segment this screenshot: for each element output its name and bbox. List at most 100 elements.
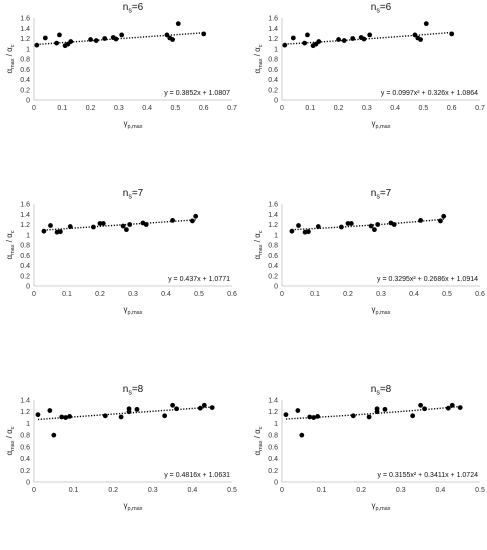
data-point <box>119 32 125 38</box>
data-point <box>164 32 170 38</box>
data-point <box>350 36 356 41</box>
data-point <box>282 42 288 48</box>
data-point <box>175 21 181 27</box>
x-tick-label: 0.1 <box>57 105 67 112</box>
data-point <box>174 406 179 412</box>
y-tick-label: 0.6 <box>268 444 278 451</box>
data-point <box>366 414 372 420</box>
data-point <box>412 32 418 38</box>
data-point <box>47 408 53 413</box>
y-tick-label: 1.2 <box>268 36 278 43</box>
x-tick-label: 0.3 <box>114 105 124 112</box>
y-tick-label: 1 <box>26 421 30 428</box>
data-point <box>59 414 65 420</box>
data-point <box>418 37 423 42</box>
y-tick-label: 0.8 <box>268 243 278 250</box>
y-tick-label: 0.6 <box>20 253 30 260</box>
x-tick-label: 0 <box>280 105 284 112</box>
x-tick-label: 0 <box>280 487 284 494</box>
y-tick-label: 1.4 <box>268 398 278 405</box>
x-tick-label: 0.5 <box>419 105 429 112</box>
data-point <box>410 413 416 419</box>
data-point <box>374 406 380 412</box>
data-point <box>100 221 106 226</box>
y-tick-label: 0.8 <box>268 57 278 64</box>
data-point <box>51 432 57 438</box>
y-tick-label: 0.2 <box>20 468 30 475</box>
y-tick-label: 1.6 <box>268 16 278 23</box>
data-point <box>124 227 129 233</box>
data-point <box>41 228 47 234</box>
y-axis-label: αmax / αc <box>253 230 264 259</box>
data-point <box>367 32 373 38</box>
data-point <box>162 413 168 419</box>
data-point <box>311 415 317 420</box>
data-point <box>305 32 310 38</box>
data-point <box>375 222 381 227</box>
data-point <box>34 42 40 48</box>
x-tick-label: 0.4 <box>161 291 171 298</box>
x-tick-label: 0 <box>32 291 36 298</box>
data-point <box>102 36 108 41</box>
x-tick-label: 0.4 <box>188 487 198 494</box>
data-point <box>315 414 321 419</box>
x-tick-label: 0.5 <box>442 291 452 298</box>
y-tick-label: 0.4 <box>20 456 30 463</box>
y-tick-label: 0.2 <box>268 468 278 475</box>
x-tick-label: 0.7 <box>475 105 485 112</box>
data-point <box>422 406 427 412</box>
y-tick-label: 1.2 <box>20 36 30 43</box>
chart-panel-6: ns=8 0 0.1 0.2 0.3 0.4 0.5 0 0.2 0.4 0.6 0.8 1 1.2 1.4… <box>253 384 485 512</box>
x-tick-label: 0.6 <box>447 105 457 112</box>
data-point <box>88 37 93 42</box>
y-tick-label: 0.8 <box>268 433 278 440</box>
data-point <box>197 405 203 411</box>
data-point <box>299 432 305 438</box>
panel-title: ns=8 <box>123 384 144 397</box>
x-tick-label: 0.4 <box>142 105 152 112</box>
data-point <box>423 21 429 27</box>
x-tick-label: 0.2 <box>356 487 366 494</box>
y-tick-label: 0.4 <box>268 77 278 84</box>
data-point <box>48 223 53 228</box>
x-tick-label: 0 <box>32 487 36 494</box>
data-point <box>438 218 443 224</box>
y-tick-label: 0.4 <box>20 263 30 270</box>
x-tick-label: 0.1 <box>69 487 79 494</box>
y-tick-label: 0.6 <box>268 253 278 260</box>
y-axis-label: αmax / αc <box>5 426 16 455</box>
trendline-equation: y = 0.3852x + 1.0807 <box>164 90 230 97</box>
x-tick-label: 0.2 <box>95 291 105 298</box>
x-tick-label: 0.5 <box>194 291 204 298</box>
x-axis-label: γp,max <box>372 305 391 316</box>
y-tick-label: 1.4 <box>268 26 278 33</box>
y-tick-label: 0 <box>274 480 278 487</box>
y-tick-label: 0.8 <box>20 433 30 440</box>
y-axis-label: αmax / αc <box>5 230 16 259</box>
data-point <box>63 415 69 420</box>
chart-panel-1: ns=6 0 0.1 0.2 0.3 0.4 0.5 0.6 0.7 0 0.2 0.4 0.6 0.8 1… <box>5 2 237 130</box>
data-point <box>143 222 149 227</box>
x-tick-label: 0.4 <box>390 105 400 112</box>
data-point <box>283 412 289 418</box>
x-tick-label: 0.6 <box>475 291 485 298</box>
data-point <box>170 218 176 223</box>
data-point <box>306 229 311 235</box>
x-axis-label: γp,max <box>124 501 143 512</box>
y-tick-label: 1.4 <box>20 398 30 405</box>
y-axis-label: αmax / αc <box>253 44 264 73</box>
data-point <box>68 39 74 44</box>
data-point <box>67 414 73 419</box>
data-point <box>391 222 397 227</box>
x-axis-label: γp,max <box>124 305 143 316</box>
panel-title: ns=6 <box>123 2 144 15</box>
y-tick-label: 1.2 <box>20 409 30 416</box>
y-tick-label: 0.6 <box>268 67 278 74</box>
data-point <box>97 221 103 226</box>
y-tick-label: 0.6 <box>20 444 30 451</box>
y-tick-label: 0.4 <box>268 263 278 270</box>
data-point <box>134 406 140 412</box>
data-point <box>348 221 354 226</box>
x-tick-label: 0.6 <box>199 105 209 112</box>
